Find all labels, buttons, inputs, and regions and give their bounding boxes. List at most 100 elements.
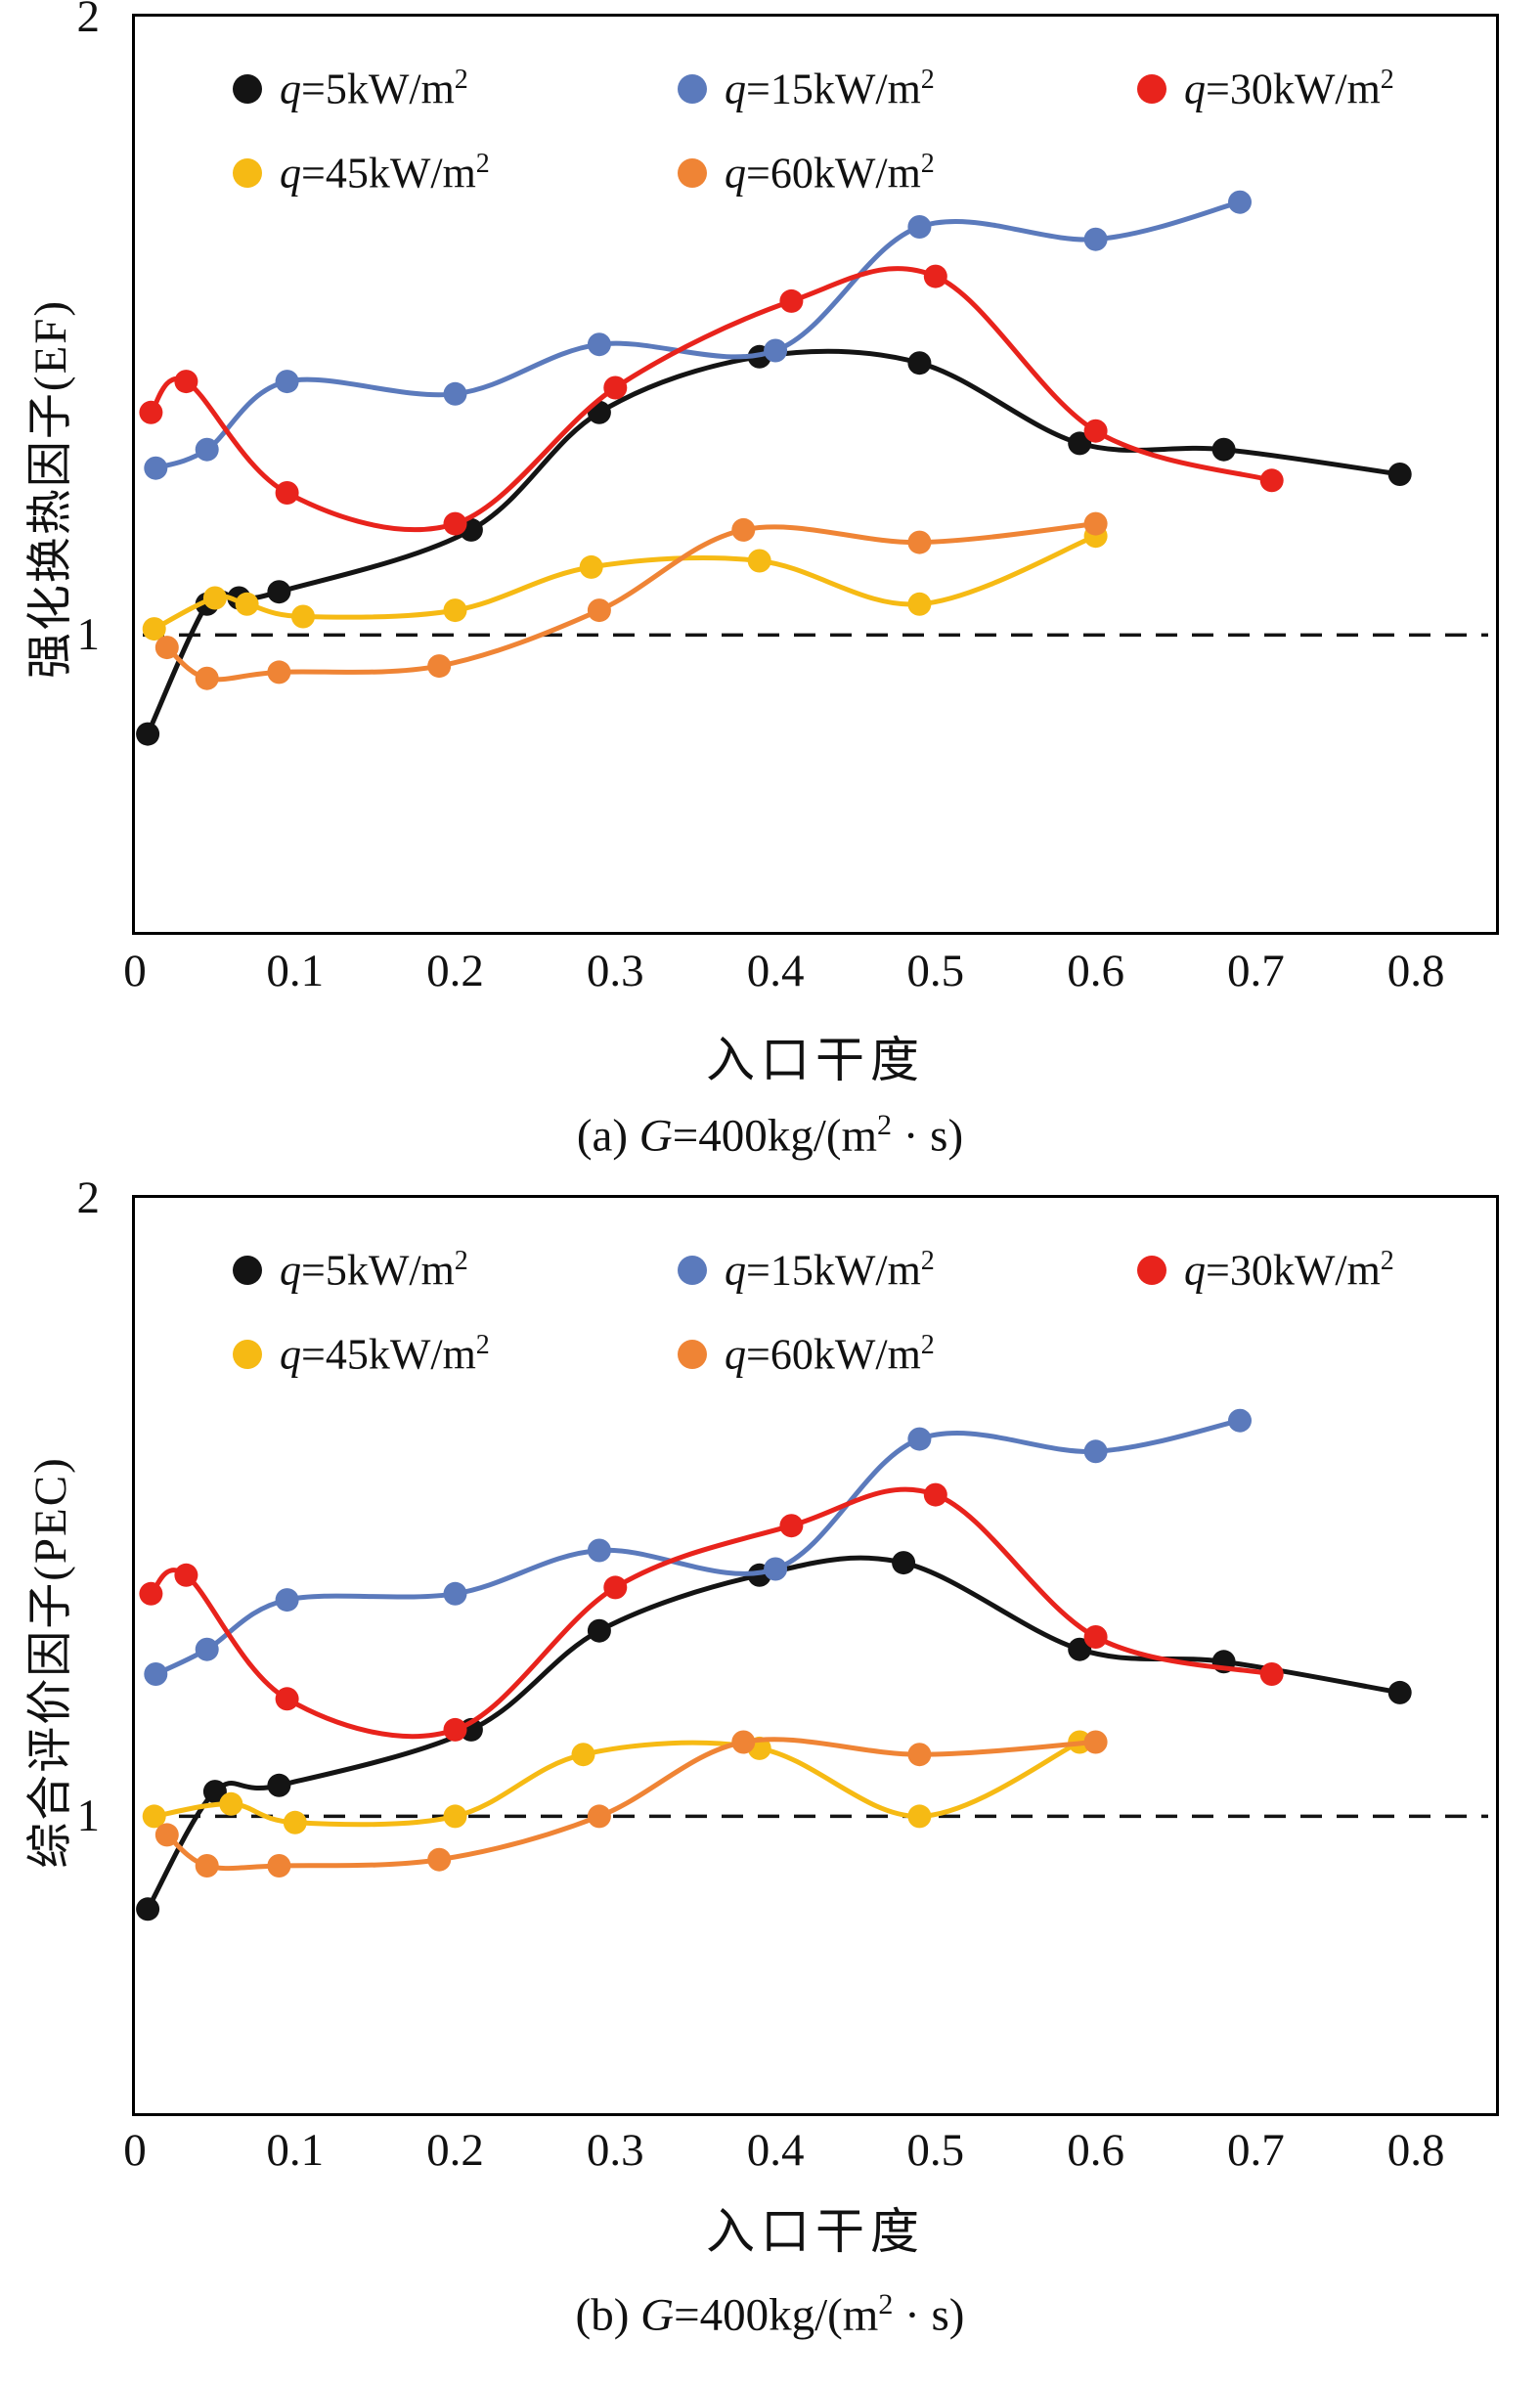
- legend-label-q60: q=60kW/m2: [725, 149, 935, 198]
- data-point-q60: [1083, 1730, 1108, 1754]
- series-curve-q15: [153, 199, 1243, 471]
- data-point-q5: [587, 1618, 611, 1643]
- data-point-q30: [275, 1687, 299, 1711]
- x-tick-0.7: 0.7: [1227, 946, 1285, 996]
- legend-marker-q30: [1137, 1256, 1166, 1285]
- data-point-q30: [603, 376, 628, 400]
- data-point-q45: [235, 592, 259, 616]
- series-curve-q15: [153, 1418, 1243, 1677]
- data-point-q30: [1083, 419, 1108, 443]
- legend-marker-q45: [233, 1340, 262, 1369]
- data-point-q60: [1083, 511, 1108, 536]
- data-point-q45: [291, 604, 315, 629]
- x-tick-0.8: 0.8: [1386, 946, 1445, 996]
- legend-item-q45: q=45kW/m2: [233, 1326, 490, 1383]
- data-point-q45: [907, 1804, 932, 1829]
- chart-b-x-axis-title: 入口干度: [706, 2204, 925, 2259]
- data-point-q15: [587, 332, 611, 357]
- x-tick-0.1: 0.1: [266, 2125, 325, 2176]
- legend-label-q45: q=45kW/m2: [280, 1330, 490, 1379]
- x-tick-0.5: 0.5: [906, 2125, 965, 2176]
- legend-item-q30: q=30kW/m2: [1137, 1242, 1394, 1299]
- data-point-q45: [283, 1810, 307, 1834]
- legend-label-q45: q=45kW/m2: [280, 149, 490, 198]
- caption-b-symbol: G: [640, 2289, 675, 2341]
- legend-item-q60: q=60kW/m2: [678, 145, 935, 201]
- data-point-q30: [1083, 1625, 1108, 1649]
- data-point-q60: [907, 530, 932, 554]
- legend-marker-q15: [678, 74, 707, 104]
- data-point-q60: [195, 1854, 219, 1878]
- data-point-q30: [923, 264, 947, 288]
- chart-b-caption: (b) G=400kg/(m2 · s): [0, 2288, 1540, 2342]
- chart-b-legend: q=5kW/m2 q=15kW/m2 q=30kW/m2 q=45kW/m2 q=60k…: [135, 1198, 1496, 1433]
- legend-marker-q30: [1137, 74, 1166, 104]
- data-point-q30: [174, 1563, 198, 1587]
- data-point-q15: [443, 381, 467, 406]
- legend-label-q30: q=30kW/m2: [1184, 1246, 1394, 1295]
- data-point-q5: [267, 1773, 291, 1797]
- data-point-q45: [443, 1804, 467, 1829]
- data-point-q45: [202, 586, 227, 610]
- y-tick-1: 1: [76, 609, 101, 661]
- y-tick-2: 2: [76, 0, 101, 42]
- data-point-q30: [1259, 1662, 1284, 1686]
- series-curve-q5: [145, 1555, 1403, 1912]
- chart-b-x-ticks: 0 0.1 0.2 0.3 0.4 0.5 0.6 0.7 0.8: [123, 2124, 1496, 2183]
- data-point-q15: [907, 215, 932, 239]
- legend-item-q5: q=5kW/m2: [233, 1242, 468, 1299]
- chart-a-x-axis-title: 入口干度: [706, 1033, 925, 1087]
- data-point-q45: [443, 598, 467, 623]
- data-point-q15: [443, 1581, 467, 1606]
- data-point-q30: [139, 1581, 163, 1606]
- data-point-q30: [1259, 468, 1284, 493]
- caption-a-sup: 2: [877, 1109, 893, 1141]
- data-point-q5: [1068, 431, 1092, 456]
- x-tick-0.2: 0.2: [426, 946, 484, 996]
- series-curve-q30: [148, 1486, 1275, 1740]
- legend-item-q15: q=15kW/m2: [678, 61, 935, 117]
- data-point-q15: [1083, 227, 1108, 251]
- data-point-q60: [427, 654, 452, 679]
- legend-marker-q5: [233, 1256, 262, 1285]
- data-point-q45: [747, 549, 771, 573]
- legend-item-q15: q=15kW/m2: [678, 1242, 935, 1299]
- data-point-q5: [892, 1551, 916, 1575]
- data-point-q15: [587, 1538, 611, 1563]
- series-curve-q60: [164, 521, 1099, 683]
- caption-a-tail: · s): [892, 1110, 964, 1162]
- legend-marker-q15: [678, 1256, 707, 1285]
- data-point-q60: [154, 636, 179, 660]
- x-tick-0.4: 0.4: [746, 2125, 805, 2176]
- data-point-q15: [1228, 190, 1252, 214]
- data-point-q15: [1228, 1408, 1252, 1433]
- data-point-q45: [907, 592, 932, 616]
- series-curve-q30: [148, 266, 1275, 533]
- data-point-q15: [144, 456, 168, 480]
- y-tick-1: 1: [76, 1790, 101, 1842]
- data-point-q60: [154, 1823, 179, 1847]
- data-point-q5: [1387, 1680, 1412, 1704]
- data-point-q45: [142, 617, 166, 641]
- chart-b-plot-area: q=5kW/m2 q=15kW/m2 q=30kW/m2 q=45kW/m2 q=60k…: [132, 1195, 1499, 2116]
- caption-a-symbol: G: [638, 1110, 673, 1162]
- data-point-q60: [731, 1730, 756, 1754]
- legend-item-q45: q=45kW/m2: [233, 145, 490, 201]
- chart-a-x-ticks: 0 0.1 0.2 0.3 0.4 0.5 0.6 0.7 0.8: [123, 945, 1496, 1003]
- data-point-q60: [195, 666, 219, 690]
- data-point-q45: [219, 1791, 243, 1816]
- x-tick-0.1: 0.1: [266, 946, 325, 996]
- data-point-q5: [202, 1780, 227, 1804]
- data-point-q15: [275, 370, 299, 394]
- data-point-q30: [603, 1575, 628, 1600]
- legend-label-q30: q=30kW/m2: [1184, 65, 1394, 113]
- data-point-q15: [195, 437, 219, 462]
- data-point-q30: [443, 1717, 467, 1742]
- chart-a-caption: (a) G=400kg/(m2 · s): [0, 1109, 1540, 1163]
- legend-label-q60: q=60kW/m2: [725, 1330, 935, 1379]
- data-point-q15: [764, 338, 788, 363]
- caption-b-sup: 2: [878, 2288, 894, 2320]
- data-point-q15: [144, 1662, 168, 1686]
- x-tick-0.3: 0.3: [586, 2125, 644, 2176]
